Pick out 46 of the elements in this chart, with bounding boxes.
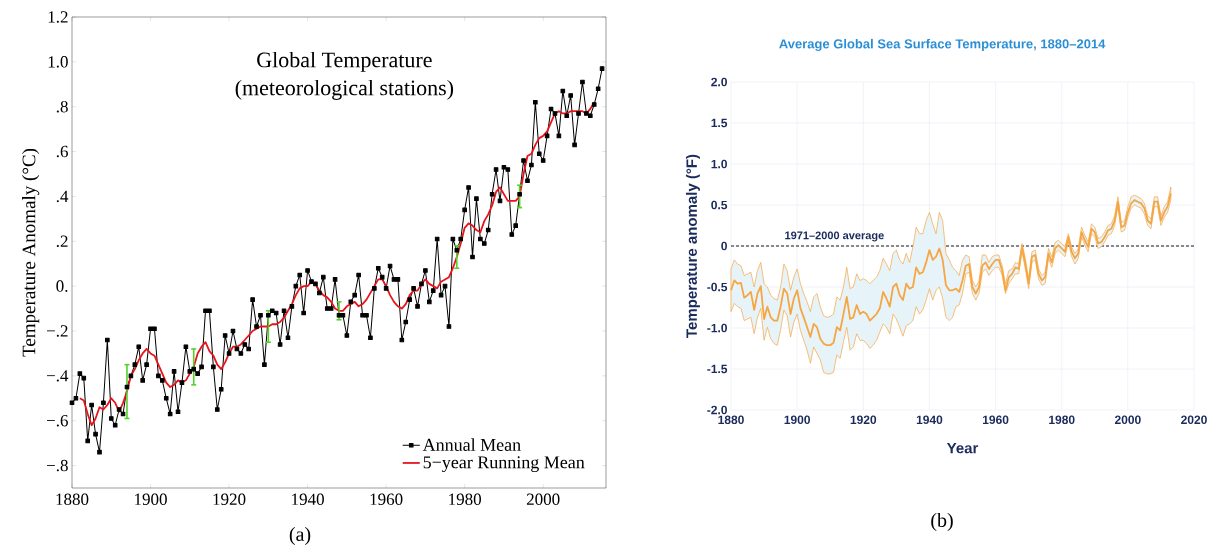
y-axis-title: Temperature Anomaly (°C) [21,148,40,357]
x-axis-title: Year [946,442,979,454]
y-axis-title: Temperature anomaly (°F) [685,154,700,338]
y-tick-label: 1.2 [48,11,68,23]
y-tick-label: -0.5 [707,282,728,292]
x-tick-label: 1920 [213,493,246,506]
x-tick-label: 1980 [449,493,482,506]
x-tick-label: 1940 [292,493,324,506]
y-tick-label: 0.5 [711,200,728,210]
x-tick-label: 1920 [850,415,877,425]
y-tick-label: 1.0 [48,56,68,68]
legend-label: Annual Mean [422,438,521,451]
y-tick-label: −.4 [46,370,69,382]
y-tick-label: -1.5 [707,364,728,374]
x-tick-label: 1940 [916,415,943,425]
y-tick-label: -1.0 [707,323,727,333]
x-tick-label: 2000 [1114,415,1141,425]
x-tick-label: 1960 [370,493,403,506]
text: (a) [289,526,311,546]
x-tick-label: 1980 [1049,415,1075,425]
ref-line-label: 1971–2000 average [785,231,884,242]
y-tick-label: .4 [56,190,69,203]
x-tick-label: 1900 [784,415,810,425]
x-tick-label: 1880 [56,493,89,506]
text: (meteorological stations) [235,79,454,100]
x-tick-label: 2000 [526,493,560,506]
y-tick-label: −.6 [46,414,68,427]
text: (b) [931,512,953,532]
y-tick-label: 0 [721,241,727,251]
y-tick-label: 2.0 [711,77,727,87]
y-tick-label: 1.5 [711,118,728,128]
y-tick-label: .6 [56,145,68,158]
y-tick-label: 1.0 [711,159,727,169]
text: Global Temperature [257,51,432,72]
x-tick-label: 1900 [135,493,167,506]
legend-label: 5−year Running Mean [423,456,585,473]
y-tick-label: .8 [56,100,68,113]
y-tick-label: −.8 [46,459,68,472]
y-tick-label: 0. [56,280,68,292]
chart-title: Average Global Sea Surface Temperature, 1880–2014 [779,38,1106,52]
y-tick-label: -2.0 [707,405,727,415]
y-tick-label: .2 [56,235,68,248]
x-tick-label: 1960 [982,415,1009,425]
x-tick-label: 2020 [1181,415,1207,425]
y-tick-label: −.2 [46,325,68,337]
x-tick-label: 1880 [718,415,744,425]
